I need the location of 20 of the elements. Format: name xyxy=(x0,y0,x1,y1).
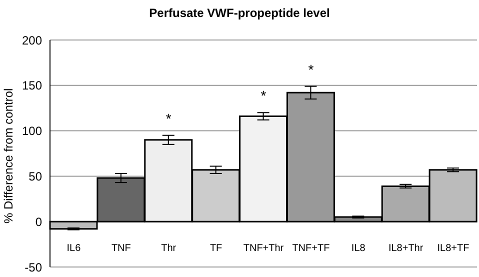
x-tick-label: TNF xyxy=(111,243,131,254)
x-tick-label: TNF+Thr xyxy=(243,243,284,254)
y-axis-title: % Difference from control xyxy=(1,88,16,224)
annotation: * xyxy=(308,61,314,78)
y-tick-label: 100 xyxy=(22,124,42,138)
annotation: * xyxy=(166,110,172,126)
x-tick-label: TNF+TF xyxy=(292,243,330,254)
x-tick-label: IL6 xyxy=(66,243,82,254)
y-tick-label: 0 xyxy=(35,214,42,229)
x-tick-label: TF xyxy=(210,243,222,254)
chart-title: Perfusate VWF-propeptide level xyxy=(148,6,331,20)
x-tick-label: Thr xyxy=(161,243,177,254)
annotation: * xyxy=(260,88,267,104)
y-tick-label: 50 xyxy=(28,169,42,184)
y-tick-label: 200 xyxy=(22,33,42,48)
y-tick-label: 150 xyxy=(22,78,42,93)
x-tick-label: IL8 xyxy=(351,243,366,254)
x-tick-label: IL8+TF xyxy=(437,243,470,254)
x-tick-label: IL8+Thr xyxy=(388,243,424,254)
y-tick-label: -50 xyxy=(24,260,42,274)
